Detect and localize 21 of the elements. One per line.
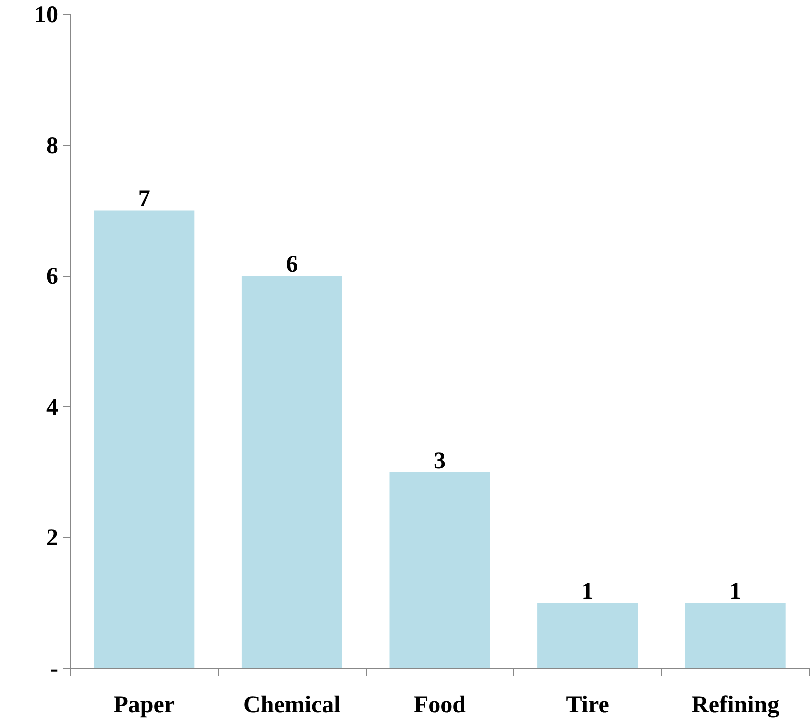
data-label: 3 [434, 448, 446, 474]
bar [242, 276, 342, 668]
y-tick-label: 2 [46, 526, 58, 552]
y-tick-label: 8 [46, 133, 58, 160]
bar [390, 472, 490, 668]
bar [685, 603, 786, 668]
y-tick-label: - [50, 656, 59, 682]
x-tick-label: Paper [114, 692, 176, 718]
data-label: 1 [730, 579, 742, 606]
data-label: 6 [286, 252, 298, 278]
y-tick-label: 4 [46, 394, 58, 421]
y-tick-label: 10 [34, 2, 58, 28]
data-label: 7 [138, 186, 150, 213]
data-label: 1 [582, 579, 594, 606]
x-tick-label: Food [414, 692, 467, 718]
x-tick-label: Tire [566, 692, 610, 718]
x-tick-label: Chemical [244, 692, 342, 718]
bar [538, 603, 638, 668]
bar [94, 210, 195, 668]
y-tick-label: 6 [46, 264, 58, 290]
x-tick-label: Refining [692, 692, 780, 718]
